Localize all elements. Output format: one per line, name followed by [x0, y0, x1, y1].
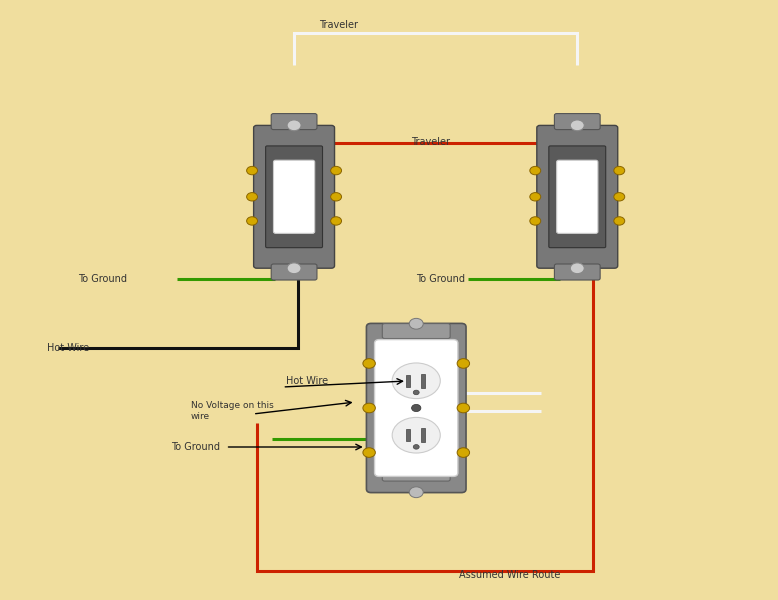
Circle shape — [409, 319, 423, 329]
Circle shape — [530, 166, 541, 175]
Circle shape — [614, 166, 625, 175]
FancyBboxPatch shape — [273, 160, 315, 233]
Circle shape — [409, 487, 423, 497]
FancyBboxPatch shape — [555, 264, 600, 280]
Circle shape — [530, 217, 541, 225]
Circle shape — [570, 120, 584, 131]
Circle shape — [413, 390, 419, 395]
Text: Traveler: Traveler — [411, 137, 450, 146]
FancyBboxPatch shape — [366, 323, 466, 493]
Circle shape — [457, 403, 470, 413]
Circle shape — [247, 193, 258, 201]
Text: Hot Wire: Hot Wire — [47, 343, 89, 353]
Circle shape — [331, 166, 342, 175]
FancyBboxPatch shape — [555, 113, 600, 130]
FancyBboxPatch shape — [537, 125, 618, 268]
Circle shape — [247, 166, 258, 175]
Text: Traveler: Traveler — [319, 20, 358, 30]
Bar — [406, 375, 410, 386]
Text: To Ground: To Ground — [416, 274, 465, 284]
Circle shape — [614, 193, 625, 201]
Text: To Ground: To Ground — [171, 442, 220, 452]
Text: Hot Wire: Hot Wire — [286, 376, 328, 386]
FancyBboxPatch shape — [272, 264, 317, 280]
Circle shape — [457, 359, 470, 368]
Circle shape — [363, 403, 375, 413]
Text: No Voltage on this
wire: No Voltage on this wire — [191, 401, 273, 421]
Circle shape — [413, 445, 419, 449]
FancyBboxPatch shape — [374, 340, 458, 476]
Circle shape — [287, 263, 301, 274]
FancyBboxPatch shape — [556, 160, 598, 233]
Circle shape — [412, 404, 421, 412]
Circle shape — [614, 217, 625, 225]
Circle shape — [331, 217, 342, 225]
Circle shape — [287, 120, 301, 131]
Bar — [421, 374, 425, 388]
Text: Assumed Wire Route: Assumed Wire Route — [459, 570, 560, 580]
FancyBboxPatch shape — [382, 323, 450, 338]
Bar — [406, 430, 410, 441]
Circle shape — [530, 193, 541, 201]
FancyBboxPatch shape — [272, 113, 317, 130]
FancyBboxPatch shape — [382, 466, 450, 481]
Circle shape — [457, 448, 470, 457]
Ellipse shape — [392, 418, 440, 453]
Text: To Ground: To Ground — [78, 274, 127, 284]
FancyBboxPatch shape — [265, 146, 323, 248]
Circle shape — [331, 193, 342, 201]
FancyBboxPatch shape — [548, 146, 606, 248]
FancyBboxPatch shape — [254, 125, 335, 268]
Circle shape — [363, 448, 375, 457]
Circle shape — [570, 263, 584, 274]
Bar — [421, 428, 425, 442]
Circle shape — [247, 217, 258, 225]
Ellipse shape — [392, 363, 440, 398]
Circle shape — [363, 359, 375, 368]
